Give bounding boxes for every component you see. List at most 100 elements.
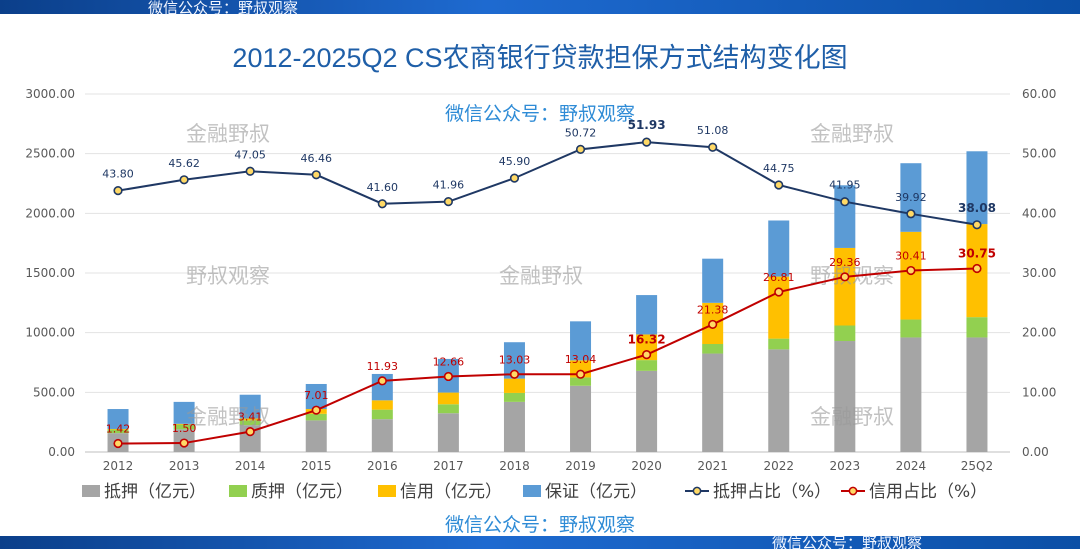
data-label-mortgage-ratio: 41.95	[829, 179, 861, 192]
legend-marker	[692, 486, 702, 496]
x-tick-label: 25Q2	[961, 459, 993, 473]
line-mortgage-ratio	[117, 141, 978, 226]
marker-mortgage-ratio	[840, 197, 850, 207]
marker-credit-ratio	[113, 438, 123, 449]
bar-mortgage	[768, 349, 790, 452]
marker-credit-ratio	[245, 427, 255, 437]
data-label-credit-ratio: 1.42	[106, 423, 131, 436]
marker-mortgage-ratio	[377, 199, 387, 209]
y2-tick-label: 50.00	[1022, 147, 1056, 161]
data-label-mortgage-ratio: 50.72	[565, 126, 597, 139]
x-tick-label: 2014	[235, 459, 266, 473]
y-tick-label: 3000.00	[25, 87, 75, 101]
marker-mortgage-ratio	[113, 186, 123, 196]
data-label-mortgage-ratio: 45.62	[168, 157, 200, 170]
data-label-credit-ratio: 29.36	[829, 256, 861, 269]
data-label-credit-ratio: 13.04	[565, 353, 597, 366]
bar-guarantee	[570, 321, 592, 361]
bar-credit	[768, 276, 790, 339]
x-tick-label: 2024	[896, 459, 927, 473]
y-tick-label: 2500.00	[25, 147, 75, 161]
legend-swatch	[523, 485, 541, 497]
marker-mortgage-ratio	[774, 180, 784, 190]
bar-pledge	[702, 344, 724, 354]
x-tick-label: 2012	[103, 459, 134, 473]
marker-mortgage-ratio	[311, 170, 321, 180]
y-tick-label: 0.00	[48, 445, 75, 459]
bar-credit	[503, 378, 525, 393]
marker-credit-ratio	[972, 263, 982, 274]
y2-tick-label: 30.00	[1022, 266, 1056, 280]
bar-credit	[173, 423, 195, 425]
legend-label: 抵押（亿元）	[104, 482, 206, 502]
x-tick-label: 2023	[830, 459, 861, 473]
bar-pledge	[239, 420, 261, 426]
legend-label: 质押（亿元）	[251, 482, 353, 502]
bar-pledge	[768, 338, 790, 350]
marker-mortgage-ratio	[179, 175, 189, 185]
marker-mortgage-ratio	[245, 166, 255, 176]
bar-credit	[239, 418, 261, 421]
x-tick-label: 2022	[763, 459, 794, 473]
bar-credit	[636, 334, 658, 361]
bar-mortgage	[437, 413, 459, 452]
bottom-watermark: 微信公众号：野叔观察	[772, 534, 923, 552]
data-label-mortgage-ratio: 44.75	[763, 162, 795, 175]
bar-guarantee	[768, 220, 790, 277]
marker-mortgage-ratio	[575, 144, 586, 154]
bar-mortgage	[636, 370, 658, 452]
marker-mortgage-ratio	[642, 137, 652, 147]
x-tick-label: 2016	[367, 459, 398, 473]
y2-tick-label: 20.00	[1022, 326, 1056, 340]
marker-credit-ratio	[377, 376, 387, 386]
bar-pledge	[570, 377, 592, 386]
bar-pledge	[305, 413, 327, 421]
bar-credit	[900, 231, 922, 320]
data-label-mortgage-ratio: 51.93	[628, 118, 666, 132]
top-watermark: 微信公众号：野叔观察	[148, 0, 299, 17]
bar-credit	[437, 392, 459, 405]
marker-credit-ratio	[575, 369, 586, 379]
x-tick-label: 2015	[301, 459, 332, 473]
bar-credit	[107, 428, 129, 430]
data-label-mortgage-ratio: 43.80	[102, 168, 134, 181]
watermark-blue: 微信公众号：野叔观察	[445, 103, 635, 125]
bar-mortgage	[305, 420, 327, 452]
data-label-credit-ratio: 1.50	[172, 422, 197, 435]
watermark-text: 野叔观察	[186, 264, 270, 288]
bar-guarantee	[107, 409, 129, 429]
data-label-mortgage-ratio: 47.05	[234, 148, 266, 161]
legend-label: 抵押占比（%）	[713, 482, 831, 502]
data-label-mortgage-ratio: 41.96	[433, 179, 465, 192]
bar-mortgage	[503, 401, 525, 452]
x-tick-label: 2020	[631, 459, 662, 473]
legend-swatch	[82, 485, 100, 497]
data-label-credit-ratio: 11.93	[367, 360, 399, 373]
bar-mortgage	[966, 337, 988, 452]
legend-swatch	[229, 485, 247, 497]
bar-guarantee	[239, 394, 261, 419]
bottom-brand-bar	[0, 536, 1080, 549]
chart-title: 2012-2025Q2 CS农商银行贷款担保方式结构变化图	[232, 43, 847, 73]
legend-label: 信用占比（%）	[869, 482, 987, 502]
data-label-credit-ratio: 30.41	[895, 250, 927, 263]
bar-guarantee	[834, 185, 856, 248]
legend-label: 保证（亿元）	[545, 482, 647, 502]
bar-credit	[834, 247, 856, 326]
bar-pledge	[636, 360, 658, 371]
watermark-text: 金融野叔	[186, 122, 270, 146]
marker-mortgage-ratio	[708, 142, 718, 152]
data-label-credit-ratio: 21.38	[697, 303, 729, 316]
y-tick-label: 1500.00	[25, 266, 75, 280]
marker-mortgage-ratio	[906, 209, 916, 219]
x-tick-label: 2013	[169, 459, 200, 473]
marker-mortgage-ratio	[509, 173, 520, 183]
marker-credit-ratio	[179, 438, 189, 448]
bar-pledge	[107, 429, 129, 434]
bar-guarantee	[702, 258, 724, 303]
bar-pledge	[966, 317, 988, 338]
marker-credit-ratio	[774, 287, 784, 297]
watermark-blue: 微信公众号：野叔观察	[445, 514, 635, 536]
bar-guarantee	[503, 342, 525, 379]
